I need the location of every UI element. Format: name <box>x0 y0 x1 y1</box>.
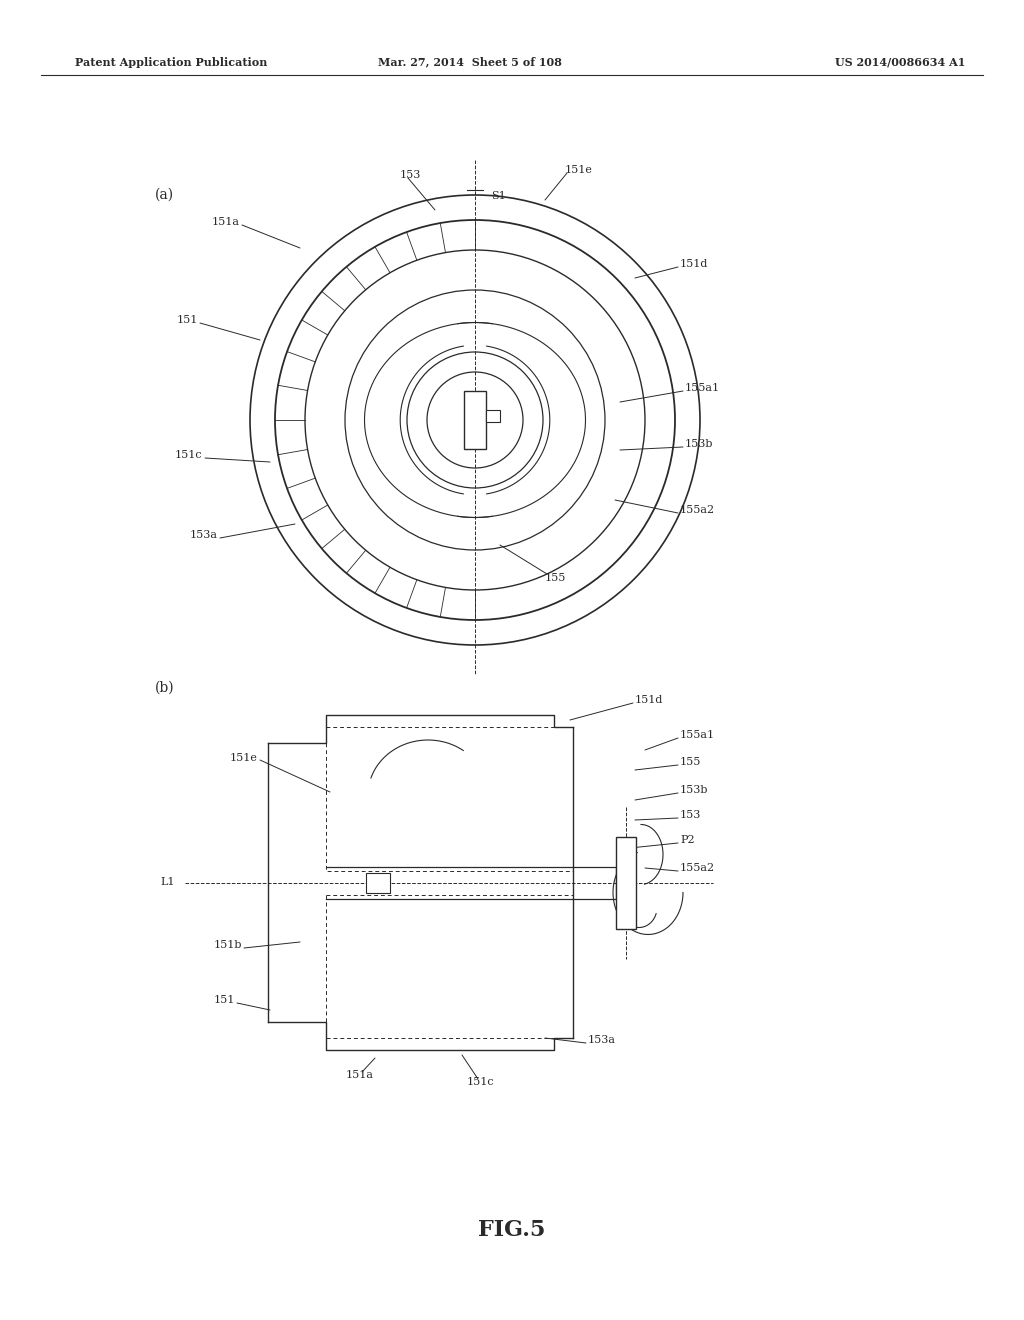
Text: 151d: 151d <box>680 259 709 269</box>
Text: 153: 153 <box>680 810 701 820</box>
Text: 151c: 151c <box>466 1077 494 1086</box>
Bar <box>486 411 500 422</box>
Text: 151e: 151e <box>565 165 593 176</box>
Text: 153: 153 <box>399 170 421 180</box>
Bar <box>464 391 486 449</box>
Text: 155: 155 <box>545 573 566 583</box>
Text: 155a2: 155a2 <box>680 863 715 873</box>
Text: S1: S1 <box>490 191 506 201</box>
Text: US 2014/0086634 A1: US 2014/0086634 A1 <box>835 57 966 67</box>
Text: 153a: 153a <box>190 531 218 540</box>
Text: L1: L1 <box>161 876 175 887</box>
Text: P2: P2 <box>680 836 694 845</box>
Text: 153b: 153b <box>685 440 714 449</box>
Text: (a): (a) <box>155 187 174 202</box>
Text: (b): (b) <box>155 681 175 696</box>
Text: 151: 151 <box>176 315 198 325</box>
Text: 153b: 153b <box>680 785 709 795</box>
Text: 155a2: 155a2 <box>680 506 715 515</box>
Text: 151c: 151c <box>174 450 202 459</box>
Bar <box>616 837 636 928</box>
Text: 155a1: 155a1 <box>680 730 715 741</box>
Bar <box>326 895 573 1038</box>
Text: 155a1: 155a1 <box>685 383 720 393</box>
Text: Mar. 27, 2014  Sheet 5 of 108: Mar. 27, 2014 Sheet 5 of 108 <box>378 57 562 67</box>
Text: 151d: 151d <box>635 696 664 705</box>
Text: 151b: 151b <box>213 940 242 950</box>
Bar <box>366 873 390 892</box>
Text: Patent Application Publication: Patent Application Publication <box>75 57 267 67</box>
Text: 153a: 153a <box>588 1035 616 1045</box>
Text: 151a: 151a <box>346 1071 374 1080</box>
Text: FIG.5: FIG.5 <box>478 1218 546 1241</box>
Text: 151: 151 <box>214 995 234 1005</box>
Text: 151a: 151a <box>212 216 240 227</box>
Text: 155: 155 <box>680 756 701 767</box>
Bar <box>326 727 573 870</box>
Text: 151e: 151e <box>230 752 258 763</box>
